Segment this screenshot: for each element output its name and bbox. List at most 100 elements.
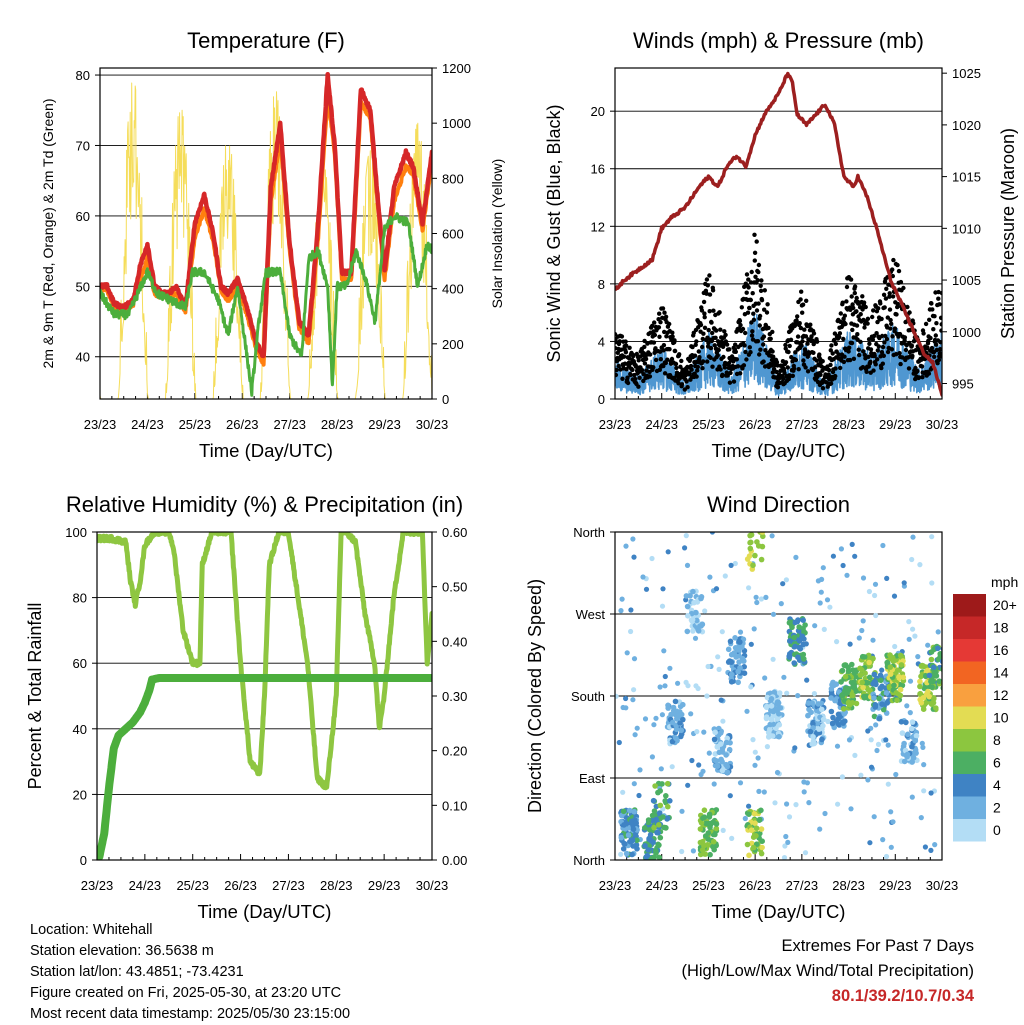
direction-point <box>689 757 695 764</box>
direction-point <box>748 539 754 546</box>
x-tick-label: 29/23 <box>879 417 912 432</box>
y2-tick-label: 0.10 <box>442 798 467 813</box>
x-tick-label: 28/23 <box>832 878 865 893</box>
direction-point <box>770 611 777 617</box>
gust-point <box>713 335 718 340</box>
gust-point <box>670 330 675 335</box>
direction-point <box>669 764 675 770</box>
gust-point <box>888 317 893 323</box>
direction-point <box>780 581 786 587</box>
direction-point <box>910 626 916 632</box>
direction-point <box>921 762 927 768</box>
direction-point <box>871 671 878 678</box>
y-tick-label: 40 <box>73 722 87 737</box>
direction-point <box>917 678 923 685</box>
legend-swatch <box>953 774 986 797</box>
direction-point <box>750 844 757 851</box>
direction-point <box>662 673 668 680</box>
direction-point <box>685 782 691 788</box>
direction-point <box>905 731 911 738</box>
gust-point <box>658 357 663 362</box>
direction-point <box>646 827 653 833</box>
direction-point <box>710 838 717 845</box>
direction-point <box>694 617 700 624</box>
gust-point <box>928 335 933 341</box>
direction-point <box>928 656 935 663</box>
direction-point <box>714 763 721 769</box>
direction-point <box>936 678 942 684</box>
gust-point <box>735 364 741 369</box>
gust-point <box>840 300 845 305</box>
gust-point <box>756 269 761 275</box>
direction-point <box>787 638 793 644</box>
direction-point <box>684 603 691 610</box>
direction-point <box>885 781 891 787</box>
gust-point <box>749 269 754 275</box>
direction-point <box>782 843 788 849</box>
gust-point <box>748 280 754 285</box>
direction-point <box>935 645 941 652</box>
direction-point <box>636 792 642 799</box>
direction-point <box>793 554 799 561</box>
direction-point <box>860 618 866 624</box>
gust-point <box>884 286 889 291</box>
direction-point <box>640 574 646 580</box>
gust-point <box>643 356 649 362</box>
gust-point <box>747 305 752 311</box>
gust-point <box>695 368 700 373</box>
gust-point <box>689 367 694 372</box>
gust-point <box>795 314 800 319</box>
gust-point <box>716 347 721 353</box>
gust-point <box>833 366 838 371</box>
gust-point <box>699 308 705 313</box>
direction-point <box>834 720 840 727</box>
gust-point <box>707 292 713 297</box>
direction-point <box>896 674 902 680</box>
direction-point <box>697 851 704 858</box>
direction-point <box>741 670 748 676</box>
gust-point <box>932 314 937 319</box>
gust-point <box>926 371 932 376</box>
y2-tick-label: 1200 <box>442 61 471 76</box>
direction-point <box>880 837 886 843</box>
direction-point <box>918 700 925 706</box>
direction-point <box>698 595 704 602</box>
gust-point <box>901 285 906 291</box>
gust-point <box>923 321 929 327</box>
gust-point <box>894 312 899 317</box>
direction-point <box>642 716 649 722</box>
gust-point <box>758 347 763 352</box>
direction-point <box>660 586 666 592</box>
humidity-data <box>97 532 432 860</box>
gust-point <box>800 302 806 307</box>
x-axis-label: Time (Day/UTC) <box>199 440 333 461</box>
gust-point <box>769 363 774 368</box>
direction-point <box>840 706 847 712</box>
gust-point <box>727 380 733 385</box>
direction-point <box>830 553 837 559</box>
gust-point <box>621 354 627 359</box>
direction-point <box>705 830 712 836</box>
direction-point <box>653 816 659 823</box>
gust-point <box>625 380 631 386</box>
gust-point <box>657 334 662 339</box>
gust-point <box>925 345 930 350</box>
gust-point <box>813 365 818 370</box>
direction-point <box>812 623 818 629</box>
gust-point <box>740 326 746 332</box>
gust-point <box>715 339 721 344</box>
direction-point <box>690 848 697 854</box>
gust-point <box>747 345 752 350</box>
extremes-values: 80.1/39.2/10.7/0.34 <box>831 987 974 1005</box>
direction-point <box>873 612 879 619</box>
gust-point <box>830 351 835 356</box>
direction-point <box>659 712 666 718</box>
direction-point <box>909 759 915 765</box>
gust-points <box>615 232 942 392</box>
gust-point <box>771 354 776 359</box>
direction-point <box>716 749 723 756</box>
direction-point <box>618 851 624 857</box>
gust-point <box>894 352 899 357</box>
extremes-box: Extremes For Past 7 Days (High/Low/Max W… <box>681 934 974 1009</box>
direction-point <box>732 560 738 567</box>
